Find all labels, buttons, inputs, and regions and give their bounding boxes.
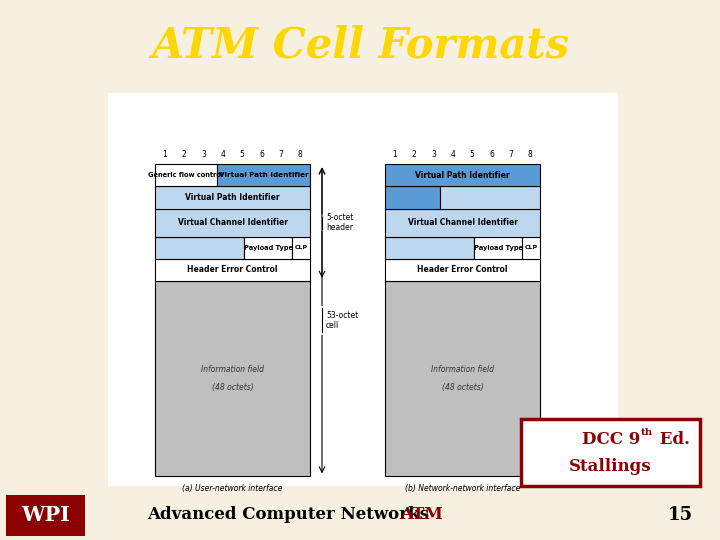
Text: 8: 8 — [298, 151, 302, 159]
Text: 5: 5 — [240, 151, 245, 159]
Text: Payload Type: Payload Type — [474, 245, 523, 251]
Text: 53-octet
cell: 53-octet cell — [326, 310, 359, 330]
Text: 3: 3 — [201, 151, 206, 159]
Bar — [385, 164, 540, 186]
Text: Payload Type: Payload Type — [243, 245, 292, 251]
Bar — [385, 237, 474, 259]
Bar — [6, 495, 85, 536]
Text: (48 octets): (48 octets) — [441, 383, 483, 392]
Text: 1: 1 — [392, 151, 397, 159]
Bar — [155, 208, 310, 237]
FancyBboxPatch shape — [521, 418, 700, 486]
Bar — [522, 237, 540, 259]
Text: 8: 8 — [528, 151, 533, 159]
Text: 5-octet
header: 5-octet header — [326, 213, 354, 232]
Text: CLP: CLP — [524, 245, 538, 250]
Text: 15: 15 — [668, 506, 693, 524]
Bar — [474, 237, 522, 259]
Bar — [292, 237, 310, 259]
Text: Virtual Path Identifier: Virtual Path Identifier — [185, 193, 280, 202]
Bar — [155, 281, 310, 476]
Text: DCC 9: DCC 9 — [582, 430, 640, 448]
Text: ATM: ATM — [400, 506, 443, 523]
Text: Generic flow control: Generic flow control — [148, 172, 223, 178]
Bar — [385, 281, 540, 476]
Text: 5: 5 — [469, 151, 474, 159]
Bar — [440, 186, 540, 208]
Text: Virtual Channel Identifier: Virtual Channel Identifier — [178, 218, 287, 227]
Text: Stallings: Stallings — [569, 458, 652, 475]
Text: 6: 6 — [259, 151, 264, 159]
Bar — [244, 237, 292, 259]
Text: 3: 3 — [431, 151, 436, 159]
Bar — [155, 186, 310, 208]
Text: Virtual Path Identifier: Virtual Path Identifier — [415, 171, 510, 180]
Text: (48 octets): (48 octets) — [212, 383, 253, 392]
Text: 4: 4 — [451, 151, 455, 159]
Text: (b) Network-network interface: (b) Network-network interface — [405, 484, 520, 494]
Bar — [385, 208, 540, 237]
Text: Header Error Control: Header Error Control — [187, 265, 278, 274]
Text: 4: 4 — [220, 151, 225, 159]
Bar — [155, 164, 217, 186]
Text: (a) User-network interface: (a) User-network interface — [182, 484, 283, 494]
Text: 7: 7 — [279, 151, 284, 159]
Text: Advanced Computer Networks: Advanced Computer Networks — [147, 506, 429, 523]
Text: Virtual Channel Identifier: Virtual Channel Identifier — [408, 218, 518, 227]
Bar — [155, 259, 310, 281]
Bar — [155, 237, 244, 259]
Text: Virtual Path Identifier: Virtual Path Identifier — [219, 172, 308, 178]
Text: th: th — [641, 428, 653, 437]
Bar — [108, 93, 618, 487]
Text: Header Error Control: Header Error Control — [418, 265, 508, 274]
Text: ATM Cell Formats: ATM Cell Formats — [151, 24, 569, 66]
Text: 1: 1 — [162, 151, 167, 159]
Text: WPI: WPI — [21, 505, 70, 525]
Text: Ed.: Ed. — [654, 430, 690, 448]
Bar — [217, 164, 310, 186]
Text: 7: 7 — [508, 151, 513, 159]
Text: CLP: CLP — [294, 245, 307, 250]
Text: 2: 2 — [412, 151, 416, 159]
Bar — [385, 259, 540, 281]
Text: Information field: Information field — [201, 365, 264, 374]
Text: 6: 6 — [489, 151, 494, 159]
Bar — [385, 186, 440, 208]
Text: Information field: Information field — [431, 365, 494, 374]
Text: 2: 2 — [181, 151, 186, 159]
